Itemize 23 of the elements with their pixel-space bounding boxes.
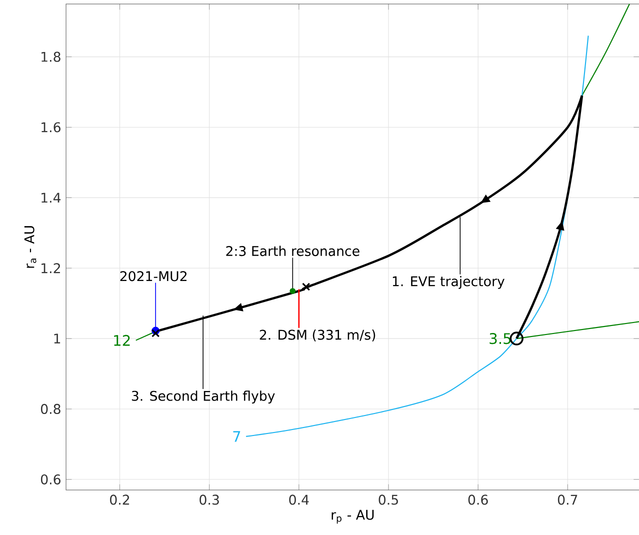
series-label: 3.5	[490, 333, 511, 344]
annotation: 2. DSM (331 m/s)	[260, 330, 376, 342]
x-tick-label: 0.5	[378, 494, 398, 505]
series-label: 7	[233, 431, 240, 442]
y-axis-title: r$_{a}$ - AU	[24, 226, 36, 268]
annotation: 2:3 Earth resonance	[226, 246, 360, 256]
y-tick-label: 0.8	[40, 404, 60, 414]
x-axis-title: r$_{p}$ - AU	[332, 510, 374, 524]
annotation: 1. EVE trajectory	[392, 276, 505, 289]
x-tick-label: 0.4	[289, 494, 309, 505]
x-tick-label: 0.7	[558, 494, 578, 505]
y-tick-label: 0.6	[40, 474, 60, 484]
y-tick-label: 1	[54, 334, 60, 344]
y-tick-label: 1.8	[42, 52, 60, 62]
x-tick-label: 0.3	[200, 494, 219, 505]
y-tick-label: 1.2	[42, 263, 60, 274]
x-tick-label: 0.2	[110, 494, 130, 505]
y-tick-label: 1.4	[42, 192, 61, 203]
series-label: 12	[114, 334, 130, 346]
annotation: 2021-MU2	[120, 271, 186, 282]
x-tick-label: 0.6	[468, 494, 488, 505]
y-tick-label: 1.6	[42, 122, 60, 132]
annotation: 3. Second Earth flyby	[132, 390, 275, 404]
